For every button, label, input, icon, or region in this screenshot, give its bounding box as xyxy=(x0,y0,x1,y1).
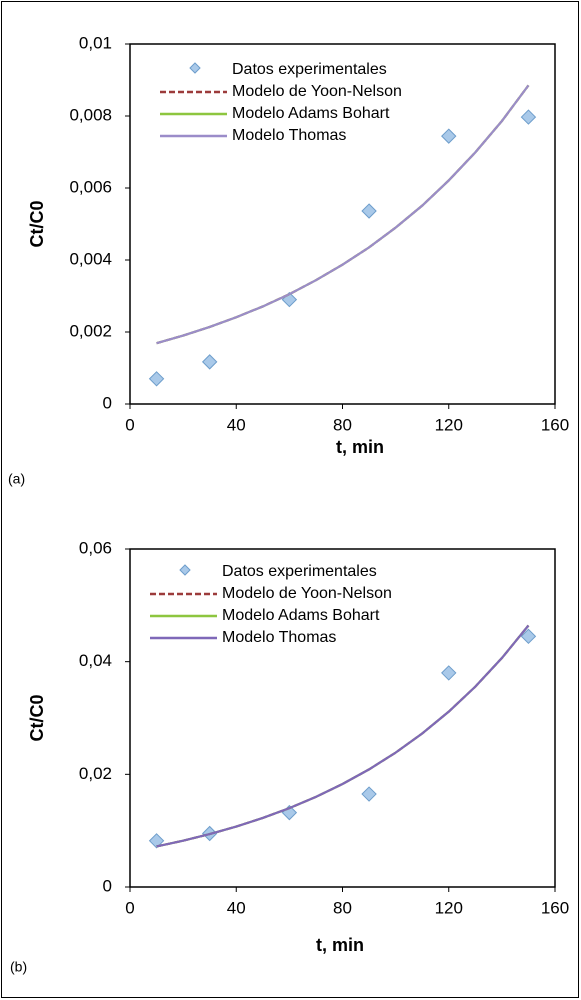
x-tick-label: 0 xyxy=(125,898,134,917)
x-tick-label: 160 xyxy=(541,898,569,917)
data-point xyxy=(148,371,165,387)
y-tick-label: 0 xyxy=(103,393,112,412)
x-tick-label: 0 xyxy=(125,415,134,434)
legend-label: Modelo Thomas xyxy=(232,127,346,144)
plot-area xyxy=(129,43,556,405)
x-tick-label: 80 xyxy=(333,415,352,434)
legend-label: Modelo Adams Bohart xyxy=(232,105,390,122)
y-tick-label: 0,06 xyxy=(79,538,112,557)
x-tick-label: 40 xyxy=(227,898,246,917)
data-point xyxy=(361,786,377,802)
x-tick-label: 120 xyxy=(435,898,463,917)
x-tick-label: 160 xyxy=(541,415,569,434)
panel-label: (b) xyxy=(10,959,27,975)
legend-label: Modelo Adams Bohart xyxy=(222,607,380,624)
legend-marker xyxy=(179,564,191,576)
data-point xyxy=(201,354,218,370)
legend-marker xyxy=(189,62,201,74)
y-tick-label: 0 xyxy=(103,876,112,895)
x-tick-label: 80 xyxy=(333,898,352,917)
y-axis-label: Ct/C0 xyxy=(27,694,47,741)
model-line xyxy=(156,84,530,345)
data-point xyxy=(441,665,457,681)
x-tick-label: 40 xyxy=(227,415,246,434)
y-tick-label: 0,04 xyxy=(79,651,112,670)
y-tick-label: 0,02 xyxy=(79,764,112,783)
y-tick-label: 0,004 xyxy=(69,249,112,268)
x-axis-label: t, min xyxy=(336,437,384,457)
legend-label: Datos experimentales xyxy=(232,61,387,78)
y-tick-label: 0,006 xyxy=(69,177,112,196)
y-tick-label: 0,01 xyxy=(79,33,112,52)
legend-label: Datos experimentales xyxy=(222,563,377,580)
y-axis-label: Ct/C0 xyxy=(27,200,47,247)
legend-label: Modelo Thomas xyxy=(222,629,336,646)
panel-label: (a) xyxy=(8,471,25,487)
data-point xyxy=(441,128,457,144)
legend-label: Modelo de Yoon-Nelson xyxy=(222,585,392,602)
y-tick-label: 0,008 xyxy=(69,105,112,124)
legend-label: Modelo de Yoon-Nelson xyxy=(232,83,402,100)
x-axis-label: t, min xyxy=(316,935,364,955)
y-tick-label: 0,002 xyxy=(69,321,112,340)
plot-area xyxy=(129,548,556,888)
data-point xyxy=(361,203,377,219)
x-tick-label: 120 xyxy=(435,415,463,434)
data-point xyxy=(520,628,537,645)
data-point xyxy=(148,833,165,849)
data-point xyxy=(520,109,537,125)
model-line xyxy=(156,624,530,848)
